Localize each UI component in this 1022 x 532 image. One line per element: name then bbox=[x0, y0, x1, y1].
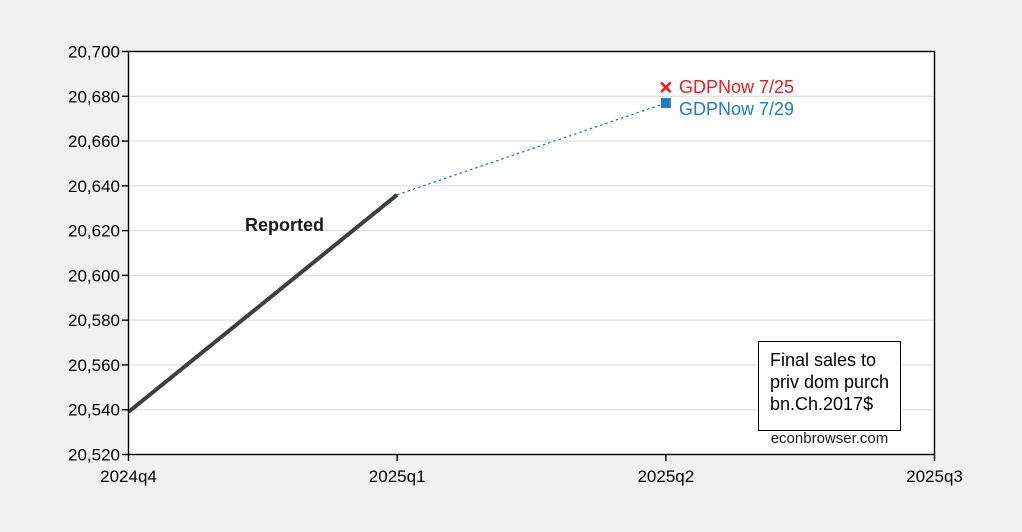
x-tick-label: 2025q3 bbox=[906, 467, 963, 486]
y-tick-label: 20,520 bbox=[68, 446, 120, 465]
y-tick-label: 20,580 bbox=[68, 311, 120, 330]
x-tick-label: 2025q2 bbox=[637, 467, 694, 486]
x-tick-label: 2025q1 bbox=[369, 467, 426, 486]
series-reported bbox=[127, 193, 399, 414]
xmark-stroke bbox=[660, 82, 672, 93]
plot-border bbox=[127, 50, 936, 456]
reported-series-label: Reported bbox=[245, 215, 325, 235]
y-tick-label: 20,620 bbox=[68, 222, 120, 241]
y-tick-label: 20,700 bbox=[68, 43, 120, 62]
y-tick-label: 20,640 bbox=[68, 177, 120, 196]
econbrowser-credit: econbrowser.com bbox=[770, 430, 889, 447]
y-axis-labels: 20,700 20,680 20,660 20,640 20,620 20,600 20,5… bbox=[68, 43, 120, 465]
gdpnow-7-29-marker bbox=[660, 97, 671, 108]
note-line-2: priv dom purch bbox=[770, 372, 890, 392]
data-series bbox=[127, 102, 667, 414]
gdpnow-725-label: GDPNow 7/25 bbox=[679, 77, 795, 97]
gdpnow-729-label: GDPNow 7/29 bbox=[679, 99, 795, 119]
y-tick-label: 20,680 bbox=[68, 87, 120, 106]
y-tick-label: 20,600 bbox=[68, 266, 120, 285]
gdpnow-7-25-marker bbox=[660, 82, 672, 93]
axis-ticks bbox=[122, 50, 936, 461]
note-line-1: Final sales to bbox=[770, 350, 877, 370]
x-axis-labels: 2024q4 2025q1 2025q2 2025q3 bbox=[100, 467, 963, 486]
y-tick-label: 20,540 bbox=[68, 401, 120, 420]
data-markers bbox=[660, 82, 672, 108]
y-tick-label: 20,660 bbox=[68, 132, 120, 151]
y-tick-label: 20,560 bbox=[68, 356, 120, 375]
series-gdpnow-projection-path bbox=[396, 102, 667, 196]
x-tick-label: 2024q4 bbox=[100, 467, 157, 486]
note-box: Final sales to priv dom purch bn.Ch.2017… bbox=[758, 341, 901, 431]
note-line-3: bn.Ch.2017$ bbox=[770, 394, 874, 414]
